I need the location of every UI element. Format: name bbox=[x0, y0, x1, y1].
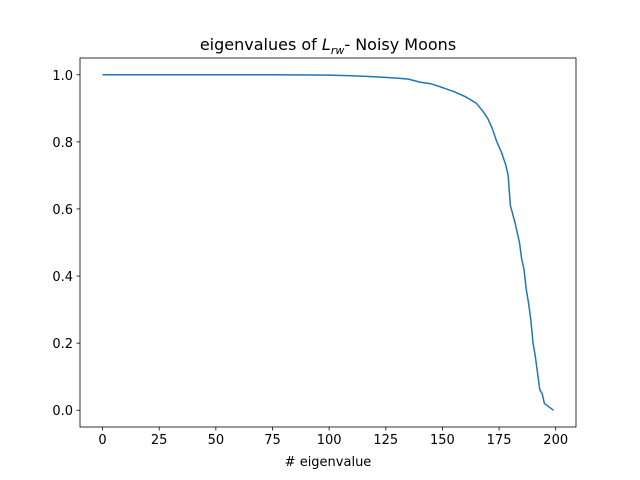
data-line bbox=[102, 74, 554, 411]
x-tick-label: 0 bbox=[98, 433, 106, 448]
y-tick-label: 0.0 bbox=[52, 404, 73, 419]
x-axis-label: # eigenvalue bbox=[285, 455, 372, 470]
y-tick-label: 1.0 bbox=[52, 69, 73, 84]
y-tick-label: 0.4 bbox=[52, 270, 73, 285]
x-tick-label: 75 bbox=[264, 433, 281, 448]
x-tick-label: 200 bbox=[543, 433, 568, 448]
title-subscript: rw bbox=[331, 44, 345, 57]
x-tick-label: 125 bbox=[373, 433, 398, 448]
x-tick-label: 25 bbox=[151, 433, 168, 448]
title-text: eigenvalues of bbox=[200, 35, 322, 54]
y-tick-label: 0.8 bbox=[52, 136, 73, 151]
y-tick-label: 0.2 bbox=[52, 337, 73, 352]
x-tick-label: 50 bbox=[208, 433, 225, 448]
plot-frame bbox=[79, 57, 577, 428]
chart-title: eigenvalues of Lrw- Noisy Moons bbox=[200, 35, 456, 57]
x-tick-label: 100 bbox=[317, 433, 342, 448]
title-symbol: L bbox=[322, 35, 331, 54]
x-tick-label: 150 bbox=[430, 433, 455, 448]
x-tick-label: 175 bbox=[487, 433, 512, 448]
y-tick-label: 0.6 bbox=[52, 203, 73, 218]
title-rest: - Noisy Moons bbox=[344, 35, 456, 54]
